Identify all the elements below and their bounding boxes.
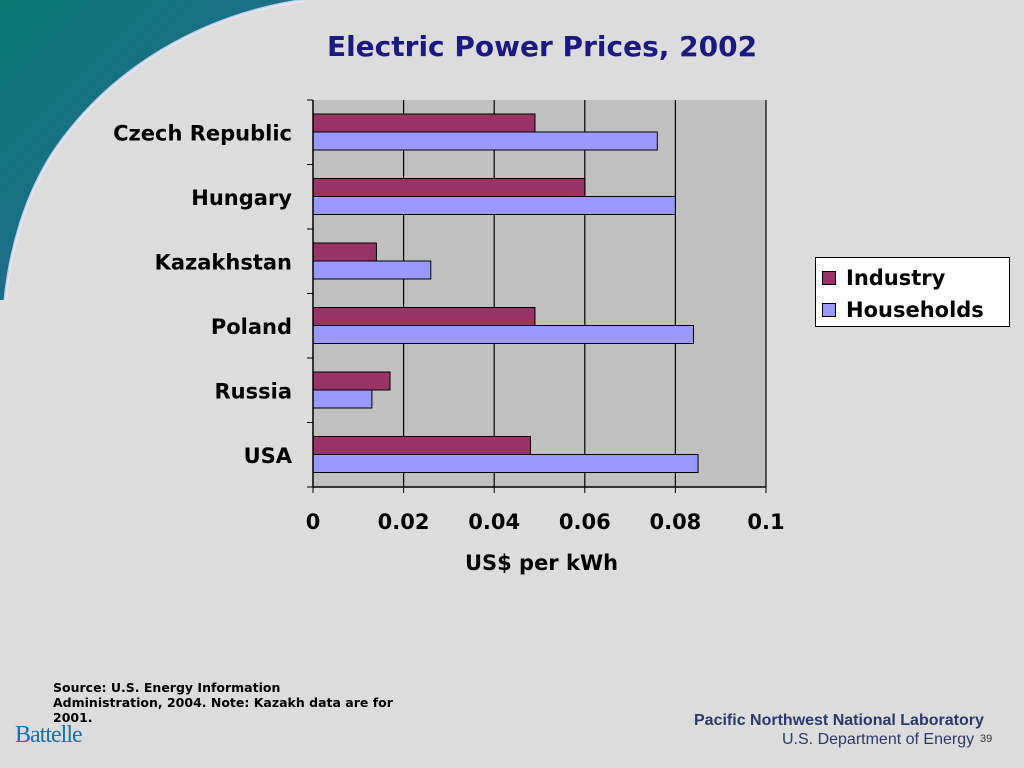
bar-households — [312, 260, 432, 280]
x-tick-label: 0.1 — [747, 510, 784, 534]
legend-label-households: Households — [846, 298, 984, 322]
department-name: U.S. Department of Energy — [782, 731, 975, 748]
page-number: 39 — [980, 733, 993, 745]
category-label: Czech Republic — [113, 121, 292, 145]
legend-item-industry: Industry — [822, 264, 945, 292]
bar-industry — [312, 436, 531, 455]
bar-households — [312, 325, 695, 344]
bar-industry — [312, 113, 536, 133]
bar-industry — [312, 307, 536, 326]
legend-label-industry: Industry — [846, 266, 946, 290]
bar-households — [312, 454, 699, 473]
legend-item-households: Households — [822, 296, 984, 324]
battelle-logo: Battelle — [15, 722, 83, 748]
bar-industry — [312, 371, 391, 391]
category-label: USA — [244, 444, 293, 468]
category-label: Poland — [211, 315, 292, 339]
category-label: Russia — [215, 379, 293, 403]
lab-name: Pacific Northwest National Laboratory — [694, 712, 984, 729]
x-tick-label: 0.06 — [559, 510, 611, 534]
bar-industry — [312, 242, 377, 262]
bar-households — [312, 196, 676, 215]
category-label: Kazakhstan — [155, 250, 292, 274]
x-tick-label: 0.08 — [649, 510, 701, 534]
plot-area — [313, 100, 766, 487]
source-note: Source: U.S. Energy Information Administ… — [53, 680, 393, 725]
x-tick-label: 0 — [306, 510, 321, 534]
chart-legend: Industry Households — [815, 257, 1010, 327]
bar-households — [312, 131, 658, 151]
bar-industry — [312, 178, 586, 197]
x-tick-label: 0.04 — [468, 510, 520, 534]
bar-households — [312, 389, 373, 409]
legend-swatch-industry — [822, 271, 836, 285]
slide-title: Electric Power Prices, 2002 — [326, 30, 758, 63]
legend-swatch-households — [822, 303, 836, 317]
x-axis-label: US$ per kWh — [465, 551, 618, 575]
category-label: Hungary — [191, 186, 292, 210]
x-tick-label: 0.02 — [378, 510, 430, 534]
